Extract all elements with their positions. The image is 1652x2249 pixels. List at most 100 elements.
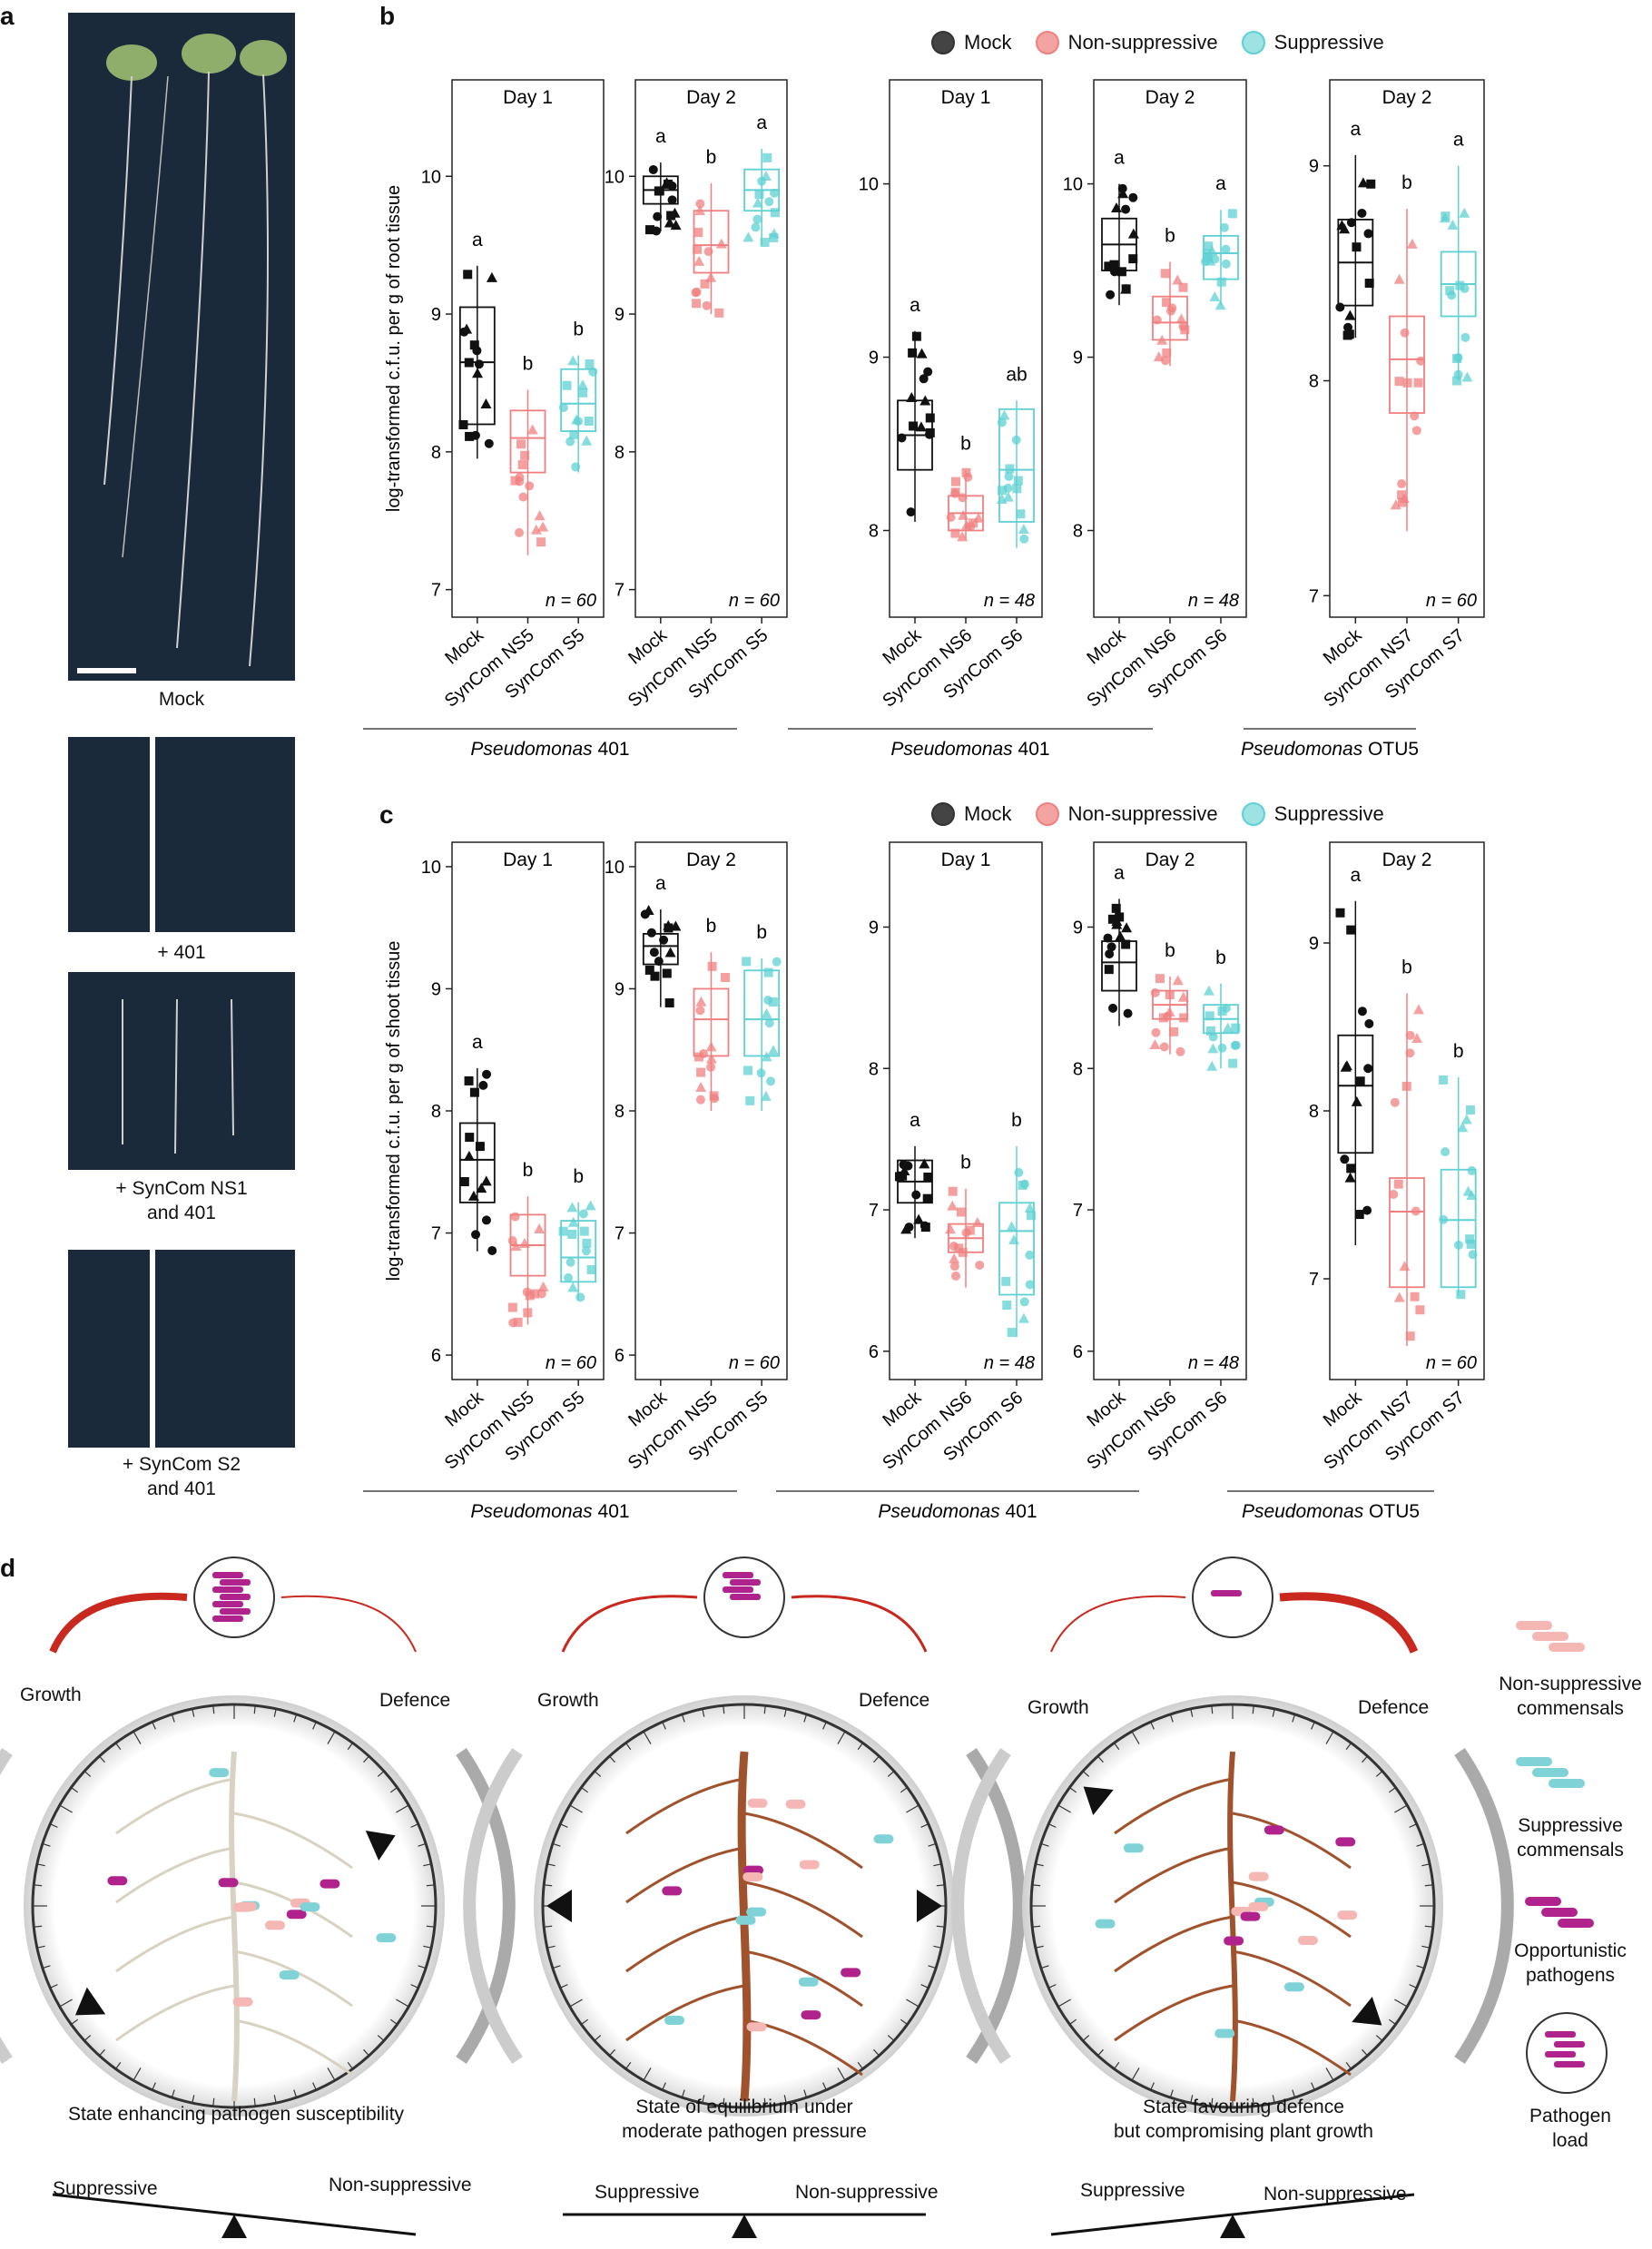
point xyxy=(760,1090,772,1101)
point xyxy=(1217,1007,1227,1016)
clock-tick xyxy=(936,1884,945,1887)
point xyxy=(1342,330,1352,340)
scene2-defence-label: Defence xyxy=(859,1690,930,1711)
point xyxy=(772,957,782,967)
point xyxy=(948,1186,958,1196)
point xyxy=(475,1142,485,1152)
clock-tick xyxy=(1311,1721,1315,1730)
box xyxy=(458,306,496,426)
legend-bacterium xyxy=(1516,1621,1552,1630)
pathogen xyxy=(723,1586,753,1593)
clock-tick xyxy=(42,1842,51,1847)
point xyxy=(470,430,480,440)
bacterium xyxy=(1335,1837,1356,1847)
clock-tick xyxy=(723,1705,725,1714)
inhibition-arrow-growth xyxy=(49,1592,188,1654)
point xyxy=(1346,1164,1356,1174)
point xyxy=(1156,334,1168,345)
point xyxy=(1019,1297,1029,1307)
legend-bacterium xyxy=(1516,1757,1552,1766)
clock-tick xyxy=(1069,2018,1077,2025)
point xyxy=(1001,1276,1011,1286)
point xyxy=(558,403,568,413)
point xyxy=(756,1068,766,1078)
clock-tick xyxy=(1424,1884,1433,1887)
point xyxy=(693,244,703,254)
growth-arc xyxy=(463,1748,523,2064)
scene1-defence-label: Defence xyxy=(379,1690,451,1711)
significance-letter: a xyxy=(1114,862,1125,883)
point xyxy=(1123,1008,1133,1018)
point xyxy=(767,1045,779,1056)
inhibition-arrow-defence xyxy=(1279,1592,1419,1654)
legend-pathogen-load: Pathogen load xyxy=(1529,2106,1611,2151)
significance-letter: b xyxy=(1453,1041,1464,1062)
clock-tick xyxy=(873,2048,880,2057)
bacterium xyxy=(286,1910,307,1920)
point xyxy=(536,537,546,547)
legend-bacterium xyxy=(1549,1643,1585,1652)
point xyxy=(909,421,919,431)
box xyxy=(1440,1168,1477,1289)
point xyxy=(997,486,1007,496)
bacterium xyxy=(279,1970,300,1980)
pathogen xyxy=(220,1579,251,1586)
point xyxy=(768,997,778,1007)
clock-tick xyxy=(363,2048,369,2057)
point xyxy=(585,1200,596,1211)
point xyxy=(764,197,774,207)
clock-tick xyxy=(887,2035,895,2041)
pathogen-load-circle xyxy=(1192,1557,1273,1638)
point xyxy=(1025,1250,1035,1260)
y-tick-label: 8 xyxy=(1073,1059,1083,1079)
clock-tick xyxy=(1272,2095,1275,2104)
clock-tick xyxy=(1047,1823,1057,1828)
point xyxy=(752,214,762,224)
point xyxy=(534,510,546,521)
point xyxy=(1128,254,1138,264)
point xyxy=(761,1051,772,1062)
clock-tick xyxy=(1325,2067,1334,2081)
lateral-root xyxy=(743,1949,863,2008)
point xyxy=(770,208,780,218)
clock-tick xyxy=(552,1842,561,1847)
clock-tick xyxy=(594,2035,602,2041)
point xyxy=(510,1212,520,1222)
clock-tick xyxy=(312,2082,317,2091)
clock-tick xyxy=(1416,1965,1425,1969)
caption-s2: + SynCom S2 and 401 xyxy=(122,1454,241,1499)
legend-pathogen xyxy=(1554,2061,1585,2067)
significance-letter: a xyxy=(655,873,666,894)
clock-tick xyxy=(1409,1823,1418,1828)
point xyxy=(1158,1013,1168,1023)
clock-tick xyxy=(71,1787,79,1793)
point xyxy=(482,1069,492,1079)
clock-tick xyxy=(418,1965,427,1969)
point xyxy=(1018,523,1029,534)
clock-tick xyxy=(544,1884,553,1887)
point xyxy=(472,346,482,356)
lateral-root xyxy=(625,1777,745,1835)
bacterium xyxy=(1123,1843,1144,1853)
point xyxy=(1411,1206,1421,1216)
legend-c: Mock Non-suppressive Suppressive xyxy=(908,802,1384,826)
inhibition-arrow-growth xyxy=(1050,1595,1186,1653)
legend-opportunistic: Opportunistic pathogens xyxy=(1514,1940,1627,1986)
point xyxy=(760,238,770,248)
pathogen xyxy=(220,1608,251,1615)
scene2-bal-right: Non-suppressive xyxy=(795,2182,939,2203)
point xyxy=(1165,306,1175,316)
y-tick-label: 7 xyxy=(1309,1270,1319,1290)
y-tick-label: 8 xyxy=(615,443,624,463)
clock-tick xyxy=(396,1804,409,1813)
point xyxy=(1461,371,1473,382)
lateral-root xyxy=(1232,1949,1352,2008)
point xyxy=(702,300,712,310)
point xyxy=(919,374,929,384)
point xyxy=(1351,1095,1362,1106)
point xyxy=(1457,1122,1469,1133)
point xyxy=(1121,204,1131,214)
clock-tick xyxy=(559,1984,568,1989)
scene2-growth-label: Growth xyxy=(537,1690,599,1711)
point xyxy=(1227,209,1237,219)
